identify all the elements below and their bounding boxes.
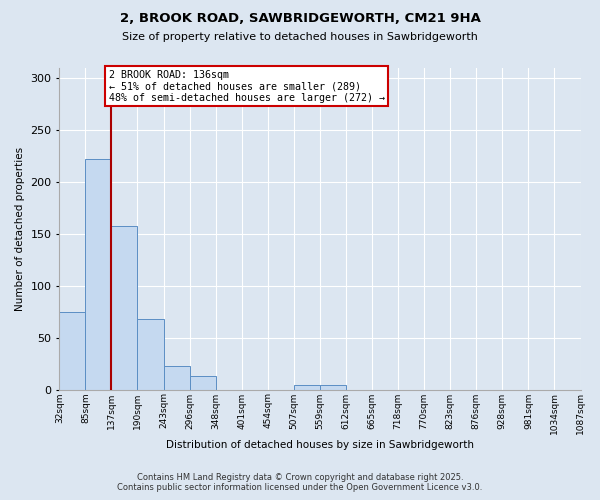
Bar [294,386,320,390]
Text: Size of property relative to detached houses in Sawbridgeworth: Size of property relative to detached ho… [122,32,478,42]
Bar [85,159,112,390]
Bar [137,319,164,390]
Y-axis label: Number of detached properties: Number of detached properties [15,146,25,310]
Bar [59,312,85,390]
Text: 2, BROOK ROAD, SAWBRIDGEWORTH, CM21 9HA: 2, BROOK ROAD, SAWBRIDGEWORTH, CM21 9HA [119,12,481,26]
Text: Contains HM Land Registry data © Crown copyright and database right 2025.
Contai: Contains HM Land Registry data © Crown c… [118,473,482,492]
Bar [320,386,346,390]
Bar [190,376,215,390]
Bar [112,226,137,390]
X-axis label: Distribution of detached houses by size in Sawbridgeworth: Distribution of detached houses by size … [166,440,474,450]
Bar [164,366,190,390]
Text: 2 BROOK ROAD: 136sqm
← 51% of detached houses are smaller (289)
48% of semi-deta: 2 BROOK ROAD: 136sqm ← 51% of detached h… [109,70,385,103]
